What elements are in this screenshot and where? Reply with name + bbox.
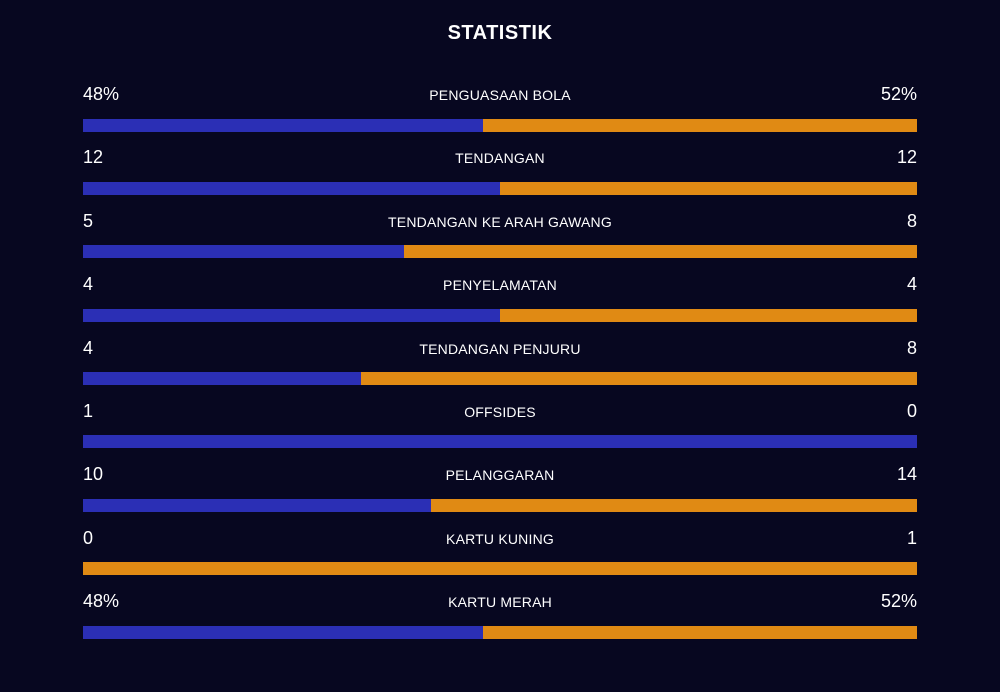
stat-row: 48% KARTU MERAH 52% bbox=[83, 587, 917, 650]
stat-away-value: 12 bbox=[896, 147, 917, 168]
stat-comparison-bar bbox=[83, 372, 917, 386]
stat-row: 10 PELANGGARAN 14 bbox=[83, 460, 917, 523]
stat-row: 48% PENGUASAAN BOLA 52% bbox=[83, 80, 917, 143]
stat-home-value: 0 bbox=[83, 527, 94, 548]
stat-label: PENGUASAAN BOLA bbox=[429, 87, 571, 103]
bar-home-segment bbox=[83, 245, 405, 259]
stat-away-value: 8 bbox=[906, 210, 917, 231]
stat-home-value: 12 bbox=[83, 147, 104, 168]
bar-home-segment bbox=[83, 372, 361, 386]
bar-away-segment bbox=[404, 245, 917, 259]
stat-comparison-bar bbox=[83, 435, 917, 449]
stat-label: TENDANGAN PENJURU bbox=[419, 340, 581, 357]
bar-away-segment bbox=[500, 181, 917, 195]
stat-home-value: 4 bbox=[83, 274, 94, 295]
stat-row: 1 OFFSIDES 0 bbox=[83, 397, 917, 460]
stat-comparison-bar bbox=[83, 245, 917, 259]
bar-away-segment bbox=[483, 118, 917, 132]
bar-home-segment bbox=[83, 435, 917, 449]
stat-away-value: 52% bbox=[880, 591, 917, 612]
bar-home-segment bbox=[83, 625, 484, 639]
stat-away-value: 14 bbox=[896, 464, 917, 485]
stat-away-value: 4 bbox=[906, 274, 917, 295]
stat-label: TENDANGAN bbox=[455, 150, 545, 167]
stat-comparison-bar bbox=[83, 118, 917, 132]
stats-list: 48% PENGUASAAN BOLA 52% 12 TENDANGAN 12 5 TENDA… bbox=[83, 80, 917, 651]
stat-home-value: 5 bbox=[83, 210, 94, 231]
bar-home-segment bbox=[83, 498, 431, 512]
stat-comparison-bar bbox=[83, 498, 917, 512]
stat-home-value: 48% bbox=[83, 84, 120, 104]
stat-home-value: 48% bbox=[83, 591, 120, 612]
bar-home-segment bbox=[83, 181, 500, 195]
bar-away-segment bbox=[430, 498, 917, 512]
bar-home-segment bbox=[83, 118, 484, 132]
stat-row: 0 KARTU KUNING 1 bbox=[83, 524, 917, 587]
bar-home-segment bbox=[83, 308, 500, 322]
stat-label: OFFSIDES bbox=[464, 403, 536, 420]
stat-label: KARTU KUNING bbox=[446, 530, 554, 547]
stat-label: KARTU MERAH bbox=[448, 594, 552, 611]
stat-comparison-bar bbox=[83, 562, 917, 576]
stat-away-value: 8 bbox=[906, 337, 917, 358]
stat-row: 4 TENDANGAN PENJURU 8 bbox=[83, 334, 917, 397]
stat-label: TENDANGAN KE ARAH GAWANG bbox=[388, 213, 612, 230]
stat-comparison-bar bbox=[83, 625, 917, 639]
page-title: STATISTIK bbox=[447, 22, 553, 44]
bar-away-segment bbox=[360, 372, 917, 386]
stat-label: PENYELAMATAN bbox=[443, 277, 557, 294]
stat-home-value: 1 bbox=[83, 400, 94, 421]
bar-away-segment bbox=[83, 562, 917, 576]
stat-row: 5 TENDANGAN KE ARAH GAWANG 8 bbox=[83, 207, 917, 270]
bar-away-segment bbox=[483, 625, 917, 639]
stat-away-value: 52% bbox=[880, 84, 917, 104]
stat-comparison-bar bbox=[83, 181, 917, 195]
stat-away-value: 0 bbox=[906, 400, 917, 421]
stat-row: 12 TENDANGAN 12 bbox=[83, 143, 917, 206]
stat-comparison-bar bbox=[83, 308, 917, 322]
stat-home-value: 4 bbox=[83, 337, 94, 358]
stat-row: 4 PENYELAMATAN 4 bbox=[83, 270, 917, 333]
stat-away-value: 1 bbox=[906, 527, 917, 548]
stat-home-value: 10 bbox=[83, 464, 104, 485]
stat-label: PELANGGARAN bbox=[445, 467, 555, 484]
bar-away-segment bbox=[500, 308, 917, 322]
